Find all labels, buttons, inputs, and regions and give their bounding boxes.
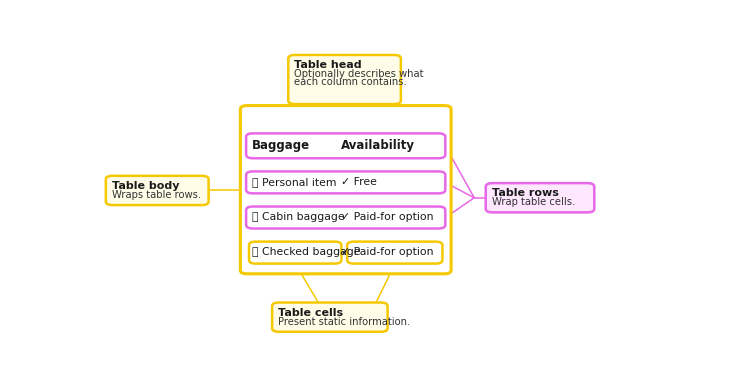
FancyBboxPatch shape [347,242,443,264]
FancyBboxPatch shape [246,171,446,193]
Text: 🧳 Checked baggage: 🧳 Checked baggage [252,247,361,258]
Text: Wrap table cells.: Wrap table cells. [492,197,574,207]
Text: each column contains.: each column contains. [294,77,407,87]
Text: Present static information.: Present static information. [278,317,410,326]
Text: Wraps table rows.: Wraps table rows. [112,190,200,200]
FancyBboxPatch shape [249,242,341,264]
Text: 🔒 Personal item: 🔒 Personal item [252,177,337,187]
Text: Availability: Availability [341,139,416,152]
FancyBboxPatch shape [288,55,401,104]
FancyBboxPatch shape [246,207,446,228]
Text: ✓ Free: ✓ Free [341,177,377,187]
Text: 🔒 Cabin baggage: 🔒 Cabin baggage [252,212,344,222]
Text: Table head: Table head [294,60,361,70]
FancyBboxPatch shape [241,106,451,274]
FancyBboxPatch shape [272,302,387,332]
Text: Table cells: Table cells [278,308,343,318]
Text: ✓ Paid-for option: ✓ Paid-for option [341,212,434,222]
FancyBboxPatch shape [486,183,595,212]
FancyBboxPatch shape [246,133,446,158]
FancyBboxPatch shape [106,176,209,205]
Text: Baggage: Baggage [252,139,310,152]
Text: Table body: Table body [112,181,179,191]
Text: ✓ Paid-for option: ✓ Paid-for option [341,247,434,258]
Text: Optionally describes what: Optionally describes what [294,69,424,79]
Text: Table rows: Table rows [492,188,559,198]
